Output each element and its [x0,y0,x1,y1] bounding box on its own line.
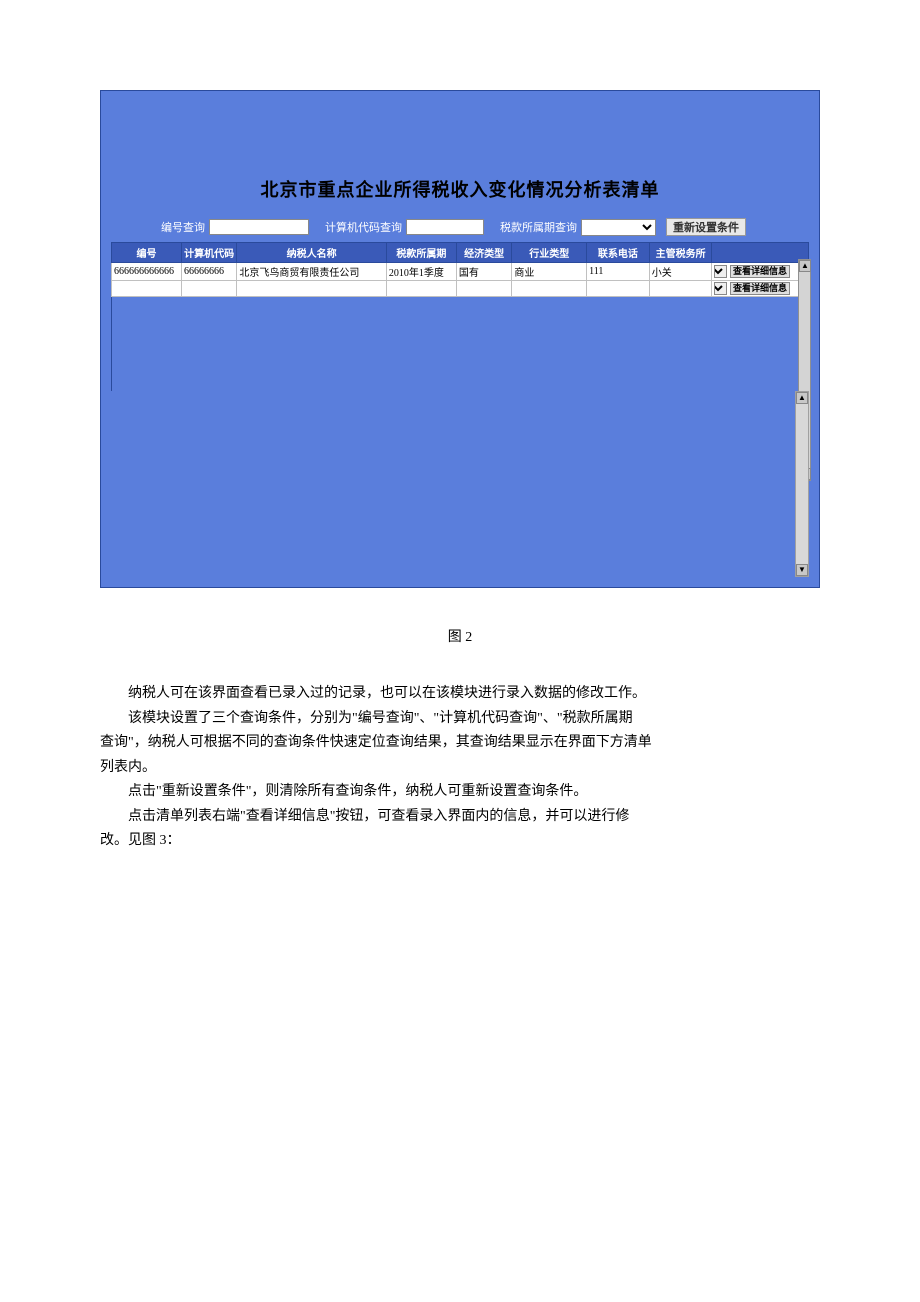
view-detail-button[interactable]: 查看详细信息 [730,265,790,278]
cell-name [237,281,387,297]
col-name: 纳税人名称 [237,243,387,263]
filter-code-label: 计算机代码查询 [325,219,402,235]
cell-action: 查看详细信息 [712,281,809,297]
col-code: 计算机代码 [181,243,236,263]
filter-code-input[interactable] [406,219,484,235]
table-row: 666666666666 66666666 北京飞鸟商贸有限责任公司 2010年… [112,263,809,281]
filter-period-label: 税款所属期查询 [500,219,577,235]
page-title: 北京市重点企业所得税收入变化情况分析表清单 [101,176,819,202]
filter-period-select[interactable] [581,219,656,236]
figure-caption: 图 2 [100,626,820,646]
col-action [712,243,809,263]
cell-period: 2010年1季度 [386,263,456,281]
cell-econ: 国有 [456,263,511,281]
scroll-up-icon[interactable]: ▲ [796,392,808,404]
row-dropdown[interactable] [714,282,727,295]
cell-phone [587,281,650,297]
filter-id-input[interactable] [209,219,309,235]
paragraph-cont: 列表内。 [100,756,820,781]
col-econ: 经济类型 [456,243,511,263]
col-industry: 行业类型 [512,243,587,263]
col-phone: 联系电话 [587,243,650,263]
row-dropdown[interactable] [714,265,727,278]
paragraph: 纳税人可在该界面查看已录入过的记录，也可以在该模块进行录入数据的修改工作。 [100,682,820,707]
paragraph: 该模块设置了三个查询条件，分别为"编号查询"、"计算机代码查询"、"税款所属期 [100,707,820,732]
filter-id-label: 编号查询 [161,219,205,235]
scroll-up-icon[interactable]: ▲ [799,260,811,272]
title-bar: 北京市重点企业所得税收入变化情况分析表清单 [101,91,819,212]
paragraph: 点击清单列表右端"查看详细信息"按钮，可查看录入界面内的信息，并可以进行修 [100,805,820,830]
cell-phone: 111 [587,263,650,281]
scroll-down-icon[interactable]: ▼ [796,564,808,576]
table-header-row: 编号 计算机代码 纳税人名称 税款所属期 经济类型 行业类型 联系电话 主管税务… [112,243,809,263]
cell-econ [456,281,511,297]
body-text: 纳税人可在该界面查看已录入过的记录，也可以在该模块进行录入数据的修改工作。 该模… [100,682,820,854]
cell-name: 北京飞鸟商贸有限责任公司 [237,263,387,281]
cell-industry: 商业 [512,263,587,281]
view-detail-button[interactable]: 查看详细信息 [730,282,790,295]
filter-bar: 编号查询 计算机代码查询 税款所属期查询 重新设置条件 [161,218,789,236]
reset-filter-button[interactable]: 重新设置条件 [666,218,746,236]
cell-code: 66666666 [181,263,236,281]
cell-id: 666666666666 [112,263,182,281]
col-period: 税款所属期 [386,243,456,263]
table-row: 查看详细信息 [112,281,809,297]
app-window: 北京市重点企业所得税收入变化情况分析表清单 编号查询 计算机代码查询 税款所属期… [100,90,820,588]
lower-panel: ▲ ▼ [111,391,809,577]
col-id: 编号 [112,243,182,263]
paragraph-cont: 查询"，纳税人可根据不同的查询条件快速定位查询结果，其查询结果显示在界面下方清单 [100,731,820,756]
cell-id [112,281,182,297]
cell-code [181,281,236,297]
cell-action: 查看详细信息 [712,263,809,281]
document-page: 北京市重点企业所得税收入变化情况分析表清单 编号查询 计算机代码查询 税款所属期… [0,0,920,854]
cell-office: 小关 [649,263,712,281]
paragraph-cont: 改。见图 3： [100,829,820,854]
col-office: 主管税务所 [649,243,712,263]
paragraph: 点击"重新设置条件"，则清除所有查询条件，纳税人可重新设置查询条件。 [100,780,820,805]
results-table: 编号 计算机代码 纳税人名称 税款所属期 经济类型 行业类型 联系电话 主管税务… [111,242,809,297]
cell-industry [512,281,587,297]
panel-scrollbar-vertical[interactable]: ▲ ▼ [795,391,809,577]
cell-office [649,281,712,297]
cell-period [386,281,456,297]
